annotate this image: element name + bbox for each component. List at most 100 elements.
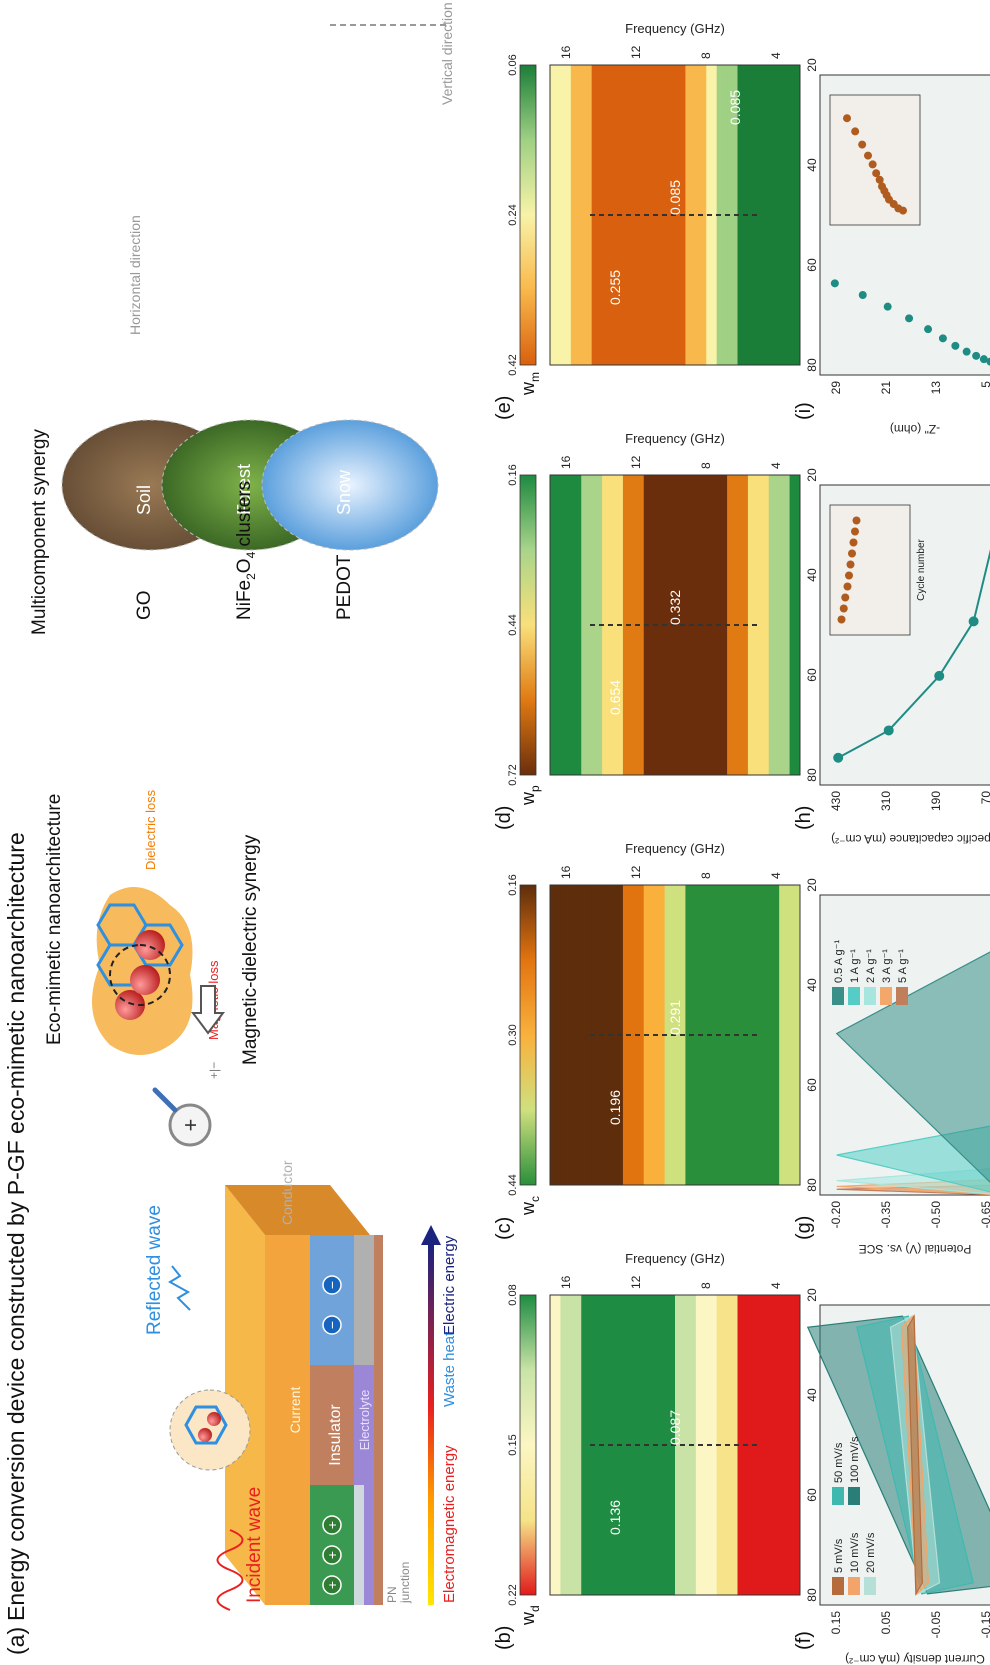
y-tick: 5 bbox=[979, 381, 990, 388]
data-point bbox=[833, 752, 844, 763]
heatmap-panel-d: (b) 0.22 0.15 0.08 wd 0.136 0.087 80 60 40 20 4 8 12 1… bbox=[493, 1251, 837, 1650]
insulator-label: Insulator bbox=[327, 1404, 344, 1466]
insulator-block bbox=[310, 1365, 354, 1485]
colorbar-tick: 0.08 bbox=[507, 1284, 519, 1305]
panel-label: (e) bbox=[493, 396, 515, 420]
chart-panel-f: (f) 5 mV/s 10 mV/s 20 mV/s 50 mV/s 100 mV/s -0… bbox=[793, 1304, 990, 1665]
y-tick: 20 bbox=[805, 1288, 819, 1302]
magnetic-circle bbox=[109, 944, 171, 1006]
y-tick: 70 bbox=[979, 791, 990, 805]
heatmap-cell bbox=[550, 475, 561, 775]
chart-panel-h: (h)Cycle number1234543031019070Current d… bbox=[793, 484, 990, 846]
y-tick: 60 bbox=[805, 668, 819, 682]
vertical-label: Vertical direction bbox=[439, 2, 455, 105]
conductor-label: Conductor bbox=[279, 1160, 295, 1225]
y-tick: -0.50 bbox=[929, 1201, 943, 1229]
y-tick: 21 bbox=[879, 381, 893, 395]
legend-swatch bbox=[832, 1577, 844, 1595]
device-top-face bbox=[225, 1185, 265, 1605]
heatmap-cell bbox=[602, 885, 613, 1185]
plus-charge-icon bbox=[322, 1545, 342, 1565]
comp-pedot: PEDOT bbox=[334, 554, 355, 620]
nano-title: Eco-mimetic nanoarchitecture bbox=[44, 794, 65, 1045]
heatmap-cell bbox=[550, 1295, 561, 1595]
heatmap-cell bbox=[570, 1295, 582, 1595]
legend-label: 1 A g⁻¹ bbox=[849, 949, 861, 983]
heatmap-cell bbox=[664, 65, 676, 365]
heatmap-cell bbox=[768, 1295, 780, 1595]
y-tick: 190 bbox=[929, 791, 943, 811]
reflected-wave-label: Reflected wave bbox=[144, 1205, 165, 1335]
legend-label: 5 mV/s bbox=[833, 1538, 845, 1573]
pn-gray-layer bbox=[354, 1485, 364, 1605]
heatmap-cell bbox=[716, 475, 728, 775]
colorbar-tick: 0.42 bbox=[507, 354, 519, 375]
y-tick: 20 bbox=[805, 878, 819, 892]
inset-point bbox=[839, 604, 848, 613]
contour-label: 0.196 bbox=[607, 1090, 623, 1125]
x-tick: 12 bbox=[629, 455, 643, 469]
colorbar-tick: 0.06 bbox=[507, 54, 519, 75]
x-tick: 12 bbox=[629, 865, 643, 879]
y-tick: -0.65 bbox=[979, 1201, 990, 1229]
heatmap-cell bbox=[591, 1295, 603, 1595]
heatmap-cell bbox=[654, 1295, 666, 1595]
heatmap-cell bbox=[727, 1295, 738, 1595]
panel-a-title: Energy conversion device constructed by … bbox=[3, 832, 29, 1621]
nyquist-point bbox=[924, 325, 933, 334]
em-energy-label: Electromagnetic energy bbox=[441, 1445, 458, 1603]
inset-point bbox=[852, 516, 861, 525]
y-tick: 40 bbox=[805, 158, 819, 172]
nyquist-point bbox=[972, 351, 981, 360]
x-tick: 16 bbox=[559, 1275, 573, 1289]
contour-label: 0.085 bbox=[727, 90, 743, 125]
colorbar bbox=[519, 64, 537, 366]
heatmap-cell bbox=[768, 65, 780, 365]
y-tick: 430 bbox=[829, 791, 843, 811]
heatmap-cell bbox=[581, 885, 593, 1185]
heatmap-cell bbox=[727, 65, 738, 365]
nyquist-point bbox=[986, 357, 990, 366]
inset-point bbox=[851, 127, 860, 136]
plus-sign: + bbox=[324, 1581, 340, 1589]
chart-panel-g: (g) 0.5 A g⁻¹ 1 A g⁻¹ 2 A g⁻¹ 3 A g⁻¹ 5 A g⁻¹… bbox=[793, 894, 990, 1256]
colorbar-tick: 0.16 bbox=[507, 464, 519, 485]
heatmap-cell bbox=[664, 885, 676, 1185]
legend-swatch bbox=[832, 1487, 844, 1505]
arrow-head-icon bbox=[421, 1225, 441, 1245]
heatmap-cell bbox=[560, 475, 572, 775]
y-tick: -0.35 bbox=[879, 1201, 893, 1229]
nife-sphere bbox=[130, 965, 160, 995]
x-axis-label: Frequency (GHz) bbox=[625, 21, 725, 36]
nyquist-point bbox=[979, 355, 988, 364]
chart-layer: (f) 5 mV/s 10 mV/s 20 mV/s 50 mV/s 100 mV/s -0… bbox=[793, 74, 990, 1665]
y-axis-label: -Z" (ohm) bbox=[890, 422, 940, 436]
heatmap-cell bbox=[560, 885, 572, 1185]
data-point bbox=[934, 670, 945, 681]
heatmap-cell bbox=[581, 65, 593, 365]
contour-label: 0.291 bbox=[667, 1000, 683, 1035]
heatmap-cell bbox=[737, 1295, 749, 1595]
y-tick: 40 bbox=[805, 978, 819, 992]
y-tick: -0.20 bbox=[829, 1201, 843, 1229]
nyquist-point bbox=[962, 347, 971, 356]
contour-label: 0.654 bbox=[607, 680, 623, 715]
comp-nife: NiFe2O4 clusters bbox=[234, 481, 258, 620]
colorbar bbox=[519, 474, 537, 776]
waste-heat-label: Waste heat bbox=[441, 1331, 458, 1407]
x-tick: 4 bbox=[769, 872, 783, 879]
x-axis-label: Frequency (GHz) bbox=[625, 431, 725, 446]
colorbar bbox=[519, 1294, 537, 1596]
data-point bbox=[968, 616, 979, 627]
cv-loop bbox=[907, 1314, 923, 1596]
panel-a: (a) Energy conversion device constructed… bbox=[3, 2, 458, 1655]
heatmap-frame bbox=[549, 64, 801, 366]
colorbar-symbol: wc bbox=[518, 1196, 542, 1216]
inset-point bbox=[837, 615, 846, 624]
legend-swatch bbox=[880, 987, 892, 1005]
heatmap-cell bbox=[643, 885, 655, 1185]
colorbar-tick: 0.30 bbox=[507, 1024, 519, 1045]
current-label: Current bbox=[287, 1387, 303, 1434]
colorbar-tick: 0.22 bbox=[507, 1584, 519, 1605]
x-tick: 12 bbox=[629, 1275, 643, 1289]
